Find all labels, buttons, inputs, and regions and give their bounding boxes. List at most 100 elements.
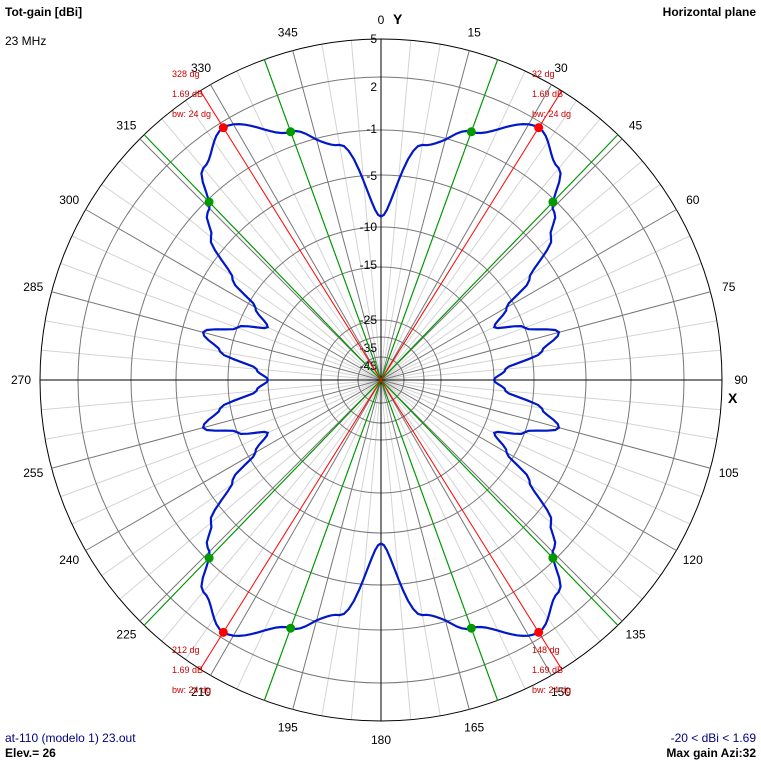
radial-tick-label: 2 <box>370 80 377 94</box>
grid-spoke-minor <box>380 70 526 381</box>
grid-spoke-minor <box>380 320 717 381</box>
max-gain-marker <box>534 123 544 133</box>
grid-spoke-minor <box>60 262 382 381</box>
grid-spoke-major <box>380 379 623 622</box>
angle-tick-label: 255 <box>23 466 43 480</box>
grid-spoke-major <box>380 379 711 469</box>
lobe-gain-label: 1.69 dB <box>172 89 203 99</box>
beamwidth-marker <box>286 623 296 633</box>
beamwidth-marker <box>286 127 296 137</box>
chart-title: Tot-gain [dBi] <box>5 5 83 19</box>
angle-tick-label: 120 <box>683 553 703 567</box>
grid-spoke-minor <box>236 379 382 690</box>
grid-spoke-major <box>51 379 382 469</box>
grid-spoke-minor <box>380 100 577 381</box>
grid-spoke-major <box>85 209 382 381</box>
grid-spoke-minor <box>161 118 382 381</box>
range-label: -20 < dBi < 1.69 <box>670 731 756 745</box>
grid-spoke-minor <box>41 349 382 381</box>
grid-spoke-minor <box>161 379 382 642</box>
angle-tick-label: 15 <box>467 25 481 39</box>
max-gain-label: Max gain Azi:32 <box>666 746 756 760</box>
lobe-azimuth-label: 328 dg <box>172 69 200 79</box>
grid-spoke-minor <box>380 379 702 498</box>
grid-spoke-minor <box>185 379 382 660</box>
grid-spoke-minor <box>380 379 601 642</box>
grid-spoke-minor <box>101 184 382 381</box>
angle-tick-label: 300 <box>59 193 79 207</box>
angle-tick-label: 60 <box>686 193 700 207</box>
lobe-beamwidth-label: bw: 24 dg <box>532 109 571 119</box>
grid-spoke-minor <box>321 379 382 716</box>
y-axis-label: Y <box>393 11 403 27</box>
beamwidth-marker <box>466 623 476 633</box>
grid-spoke-minor <box>380 44 441 381</box>
grid-spoke-minor <box>350 379 382 720</box>
grid-spoke-major <box>380 291 711 381</box>
beamwidth-marker <box>204 553 214 563</box>
grid-spoke-major <box>139 379 382 622</box>
frequency-label: 23 MHz <box>5 34 47 48</box>
max-gain-marker <box>534 627 544 637</box>
grid-spoke-minor <box>60 379 382 498</box>
grid-spoke-minor <box>41 379 382 411</box>
file-label: at-110 (modelo 1) 23.out <box>5 731 136 745</box>
grid-spoke-minor <box>185 100 382 381</box>
radial-tick-label: -1 <box>366 122 377 136</box>
grid-spoke-minor <box>119 379 382 600</box>
angle-tick-label: 210 <box>191 685 211 699</box>
lobe-beamwidth-label: bw: 24 dg <box>172 109 211 119</box>
grid-spoke-minor <box>380 379 721 411</box>
grid-spoke-minor <box>380 379 526 690</box>
grid-spoke-minor <box>380 379 412 720</box>
max-gain-marker <box>218 123 228 133</box>
grid-spoke-minor <box>380 160 643 381</box>
radial-tick-label: -25 <box>360 313 378 327</box>
lobe-azimuth-label: 148 dg <box>532 645 560 655</box>
lobe-azimuth-label: 212 dg <box>172 645 200 655</box>
angle-tick-label: 180 <box>371 733 391 747</box>
grid-spoke-minor <box>236 70 382 381</box>
lobe-gain-label: 1.69 dB <box>532 89 563 99</box>
angle-tick-label: 75 <box>722 280 736 294</box>
angle-tick-label: 105 <box>719 466 739 480</box>
angle-tick-label: 330 <box>191 61 211 75</box>
gain-pattern-line <box>200 122 562 638</box>
grid-spoke-major <box>380 379 552 676</box>
grid-spoke-major <box>380 379 677 551</box>
angle-tick-label: 195 <box>278 721 298 735</box>
angle-tick-label: 315 <box>116 118 136 132</box>
angle-tick-label: 30 <box>554 61 568 75</box>
angle-tick-label: 90 <box>734 373 748 387</box>
angle-tick-label: 165 <box>464 721 484 735</box>
grid-spoke-minor <box>380 235 691 381</box>
grid-spoke-major <box>210 84 382 381</box>
radial-tick-label: -10 <box>360 220 378 234</box>
grid-spoke-minor <box>380 379 441 716</box>
grid-spoke-major <box>210 379 382 676</box>
lobe-beamwidth-label: bw: 24 dg <box>172 685 211 695</box>
beamwidth-marker <box>548 197 558 207</box>
beamwidth-marker <box>466 127 476 137</box>
radial-tick-label: 5 <box>370 32 377 46</box>
angle-tick-label: 345 <box>278 25 298 39</box>
grid-spoke-minor <box>380 379 577 660</box>
angle-tick-label: 45 <box>629 118 643 132</box>
grid-spoke-minor <box>71 235 382 381</box>
grid-spoke-minor <box>45 320 382 381</box>
plane-label: Horizontal plane <box>662 5 756 19</box>
lobe-gain-label: 1.69 dB <box>532 665 563 675</box>
grid-spoke-minor <box>321 44 382 381</box>
radial-tick-label: -5 <box>366 169 377 183</box>
lobe-azimuth-label: 32 dg <box>532 69 555 79</box>
beamwidth-marker <box>548 553 558 563</box>
grid-spoke-minor <box>380 379 691 525</box>
grid-spoke-major <box>292 379 382 710</box>
angle-tick-label: 225 <box>116 628 136 642</box>
grid-spoke-minor <box>380 379 661 576</box>
grid-spoke-minor <box>350 40 382 381</box>
x-axis-label: X <box>728 390 738 406</box>
angle-tick-label: 150 <box>551 685 571 699</box>
angle-tick-label: 285 <box>23 280 43 294</box>
max-gain-line <box>199 90 563 670</box>
